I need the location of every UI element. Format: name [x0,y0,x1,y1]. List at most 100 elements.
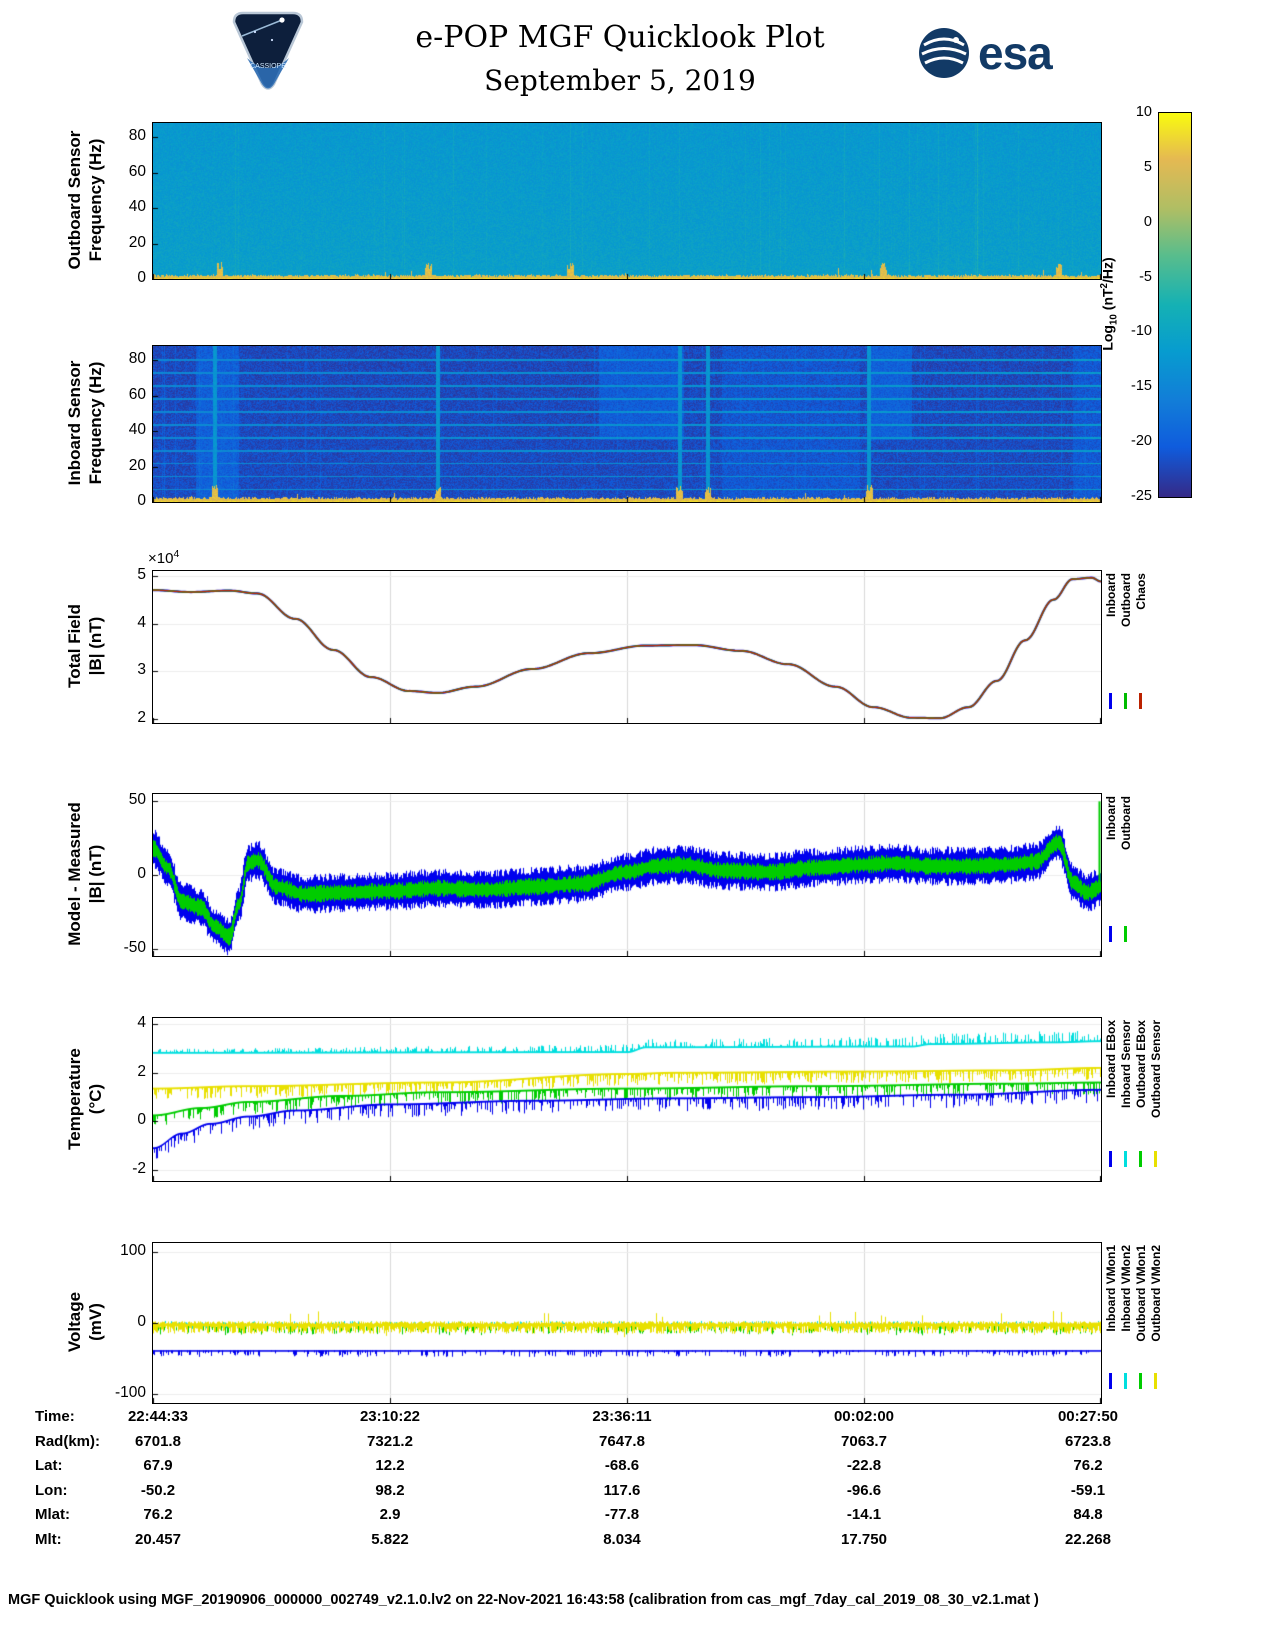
legend-label: Outboard VMon1 [1134,1245,1148,1342]
y-tick-label: 20 [98,457,146,475]
table-cell: 84.8 [1023,1506,1153,1523]
table-cell: 67.9 [93,1457,223,1474]
footer-note: MGF Quicklook using MGF_20190906_000000_… [8,1592,1270,1608]
table-row-label: Time: [35,1408,75,1425]
table-cell: 22.268 [1023,1531,1153,1548]
y-tick-label: 80 [98,350,146,368]
y-tick-label: 2 [98,1063,146,1081]
total-field-panel [152,570,1102,724]
table-row-label: Mlt: [35,1531,62,1548]
legend-swatch [1109,926,1112,942]
y-axis-label-line: Outboard Sensor [64,100,85,300]
colorbar-tick-label: -5 [1114,269,1152,285]
y-tick-label: 20 [98,234,146,252]
colorbar-label-part: 2 [1099,283,1110,288]
legend-swatch [1124,926,1127,942]
colorbar-tick-label: 10 [1114,104,1152,120]
legend-entry: Inboard EBox [1104,1020,1117,1167]
colorbar-tick-label: 5 [1114,159,1152,175]
voltage-panel [152,1242,1102,1404]
y-tick-label: 0 [98,1313,146,1331]
legend-entry: Inboard VMon1 [1104,1245,1117,1389]
table-cell: 6701.8 [93,1433,223,1450]
legend-entry: Outboard VMon2 [1149,1245,1162,1389]
legend-label: Inboard VMon1 [1104,1245,1118,1332]
colorbar-tick-label: -15 [1114,378,1152,394]
table-cell: 00:02:00 [799,1408,929,1425]
table-cell: -77.8 [557,1506,687,1523]
legend-label: Inboard VMon2 [1119,1245,1133,1332]
y-tick-label: 60 [98,386,146,404]
table-cell: 7063.7 [799,1433,929,1450]
inboard-spectrogram-panel [152,345,1102,503]
y-tick-label: 40 [98,421,146,439]
y-tick-label: 0 [98,492,146,510]
legend-swatch [1139,693,1142,709]
legend-total-field: Inboard Outboard Chaos [1104,573,1147,709]
legend-label: Inboard Sensor [1119,1020,1133,1108]
table-cell: 12.2 [325,1457,455,1474]
legend-label: Outboard VMon2 [1149,1245,1163,1342]
legend-entry: Inboard VMon2 [1119,1245,1132,1389]
legend-temperature: Inboard EBox Inboard Sensor Outboard EBox O… [1104,1020,1162,1167]
model-measured-canvas [153,794,1101,956]
page-title: e-POP MGF Quicklook Plot [0,20,1240,55]
table-cell: 7647.8 [557,1433,687,1450]
table-cell: -14.1 [799,1506,929,1523]
table-cell: 98.2 [325,1482,455,1499]
table-cell: 23:10:22 [325,1408,455,1425]
total-field-axis-multiplier: ×104 [148,548,179,567]
legend-entry: Chaos [1134,573,1147,709]
y-tick-label: -50 [98,939,146,957]
legend-swatch [1109,693,1112,709]
table-row-label: Lat: [35,1457,63,1474]
table-row-label: Rad(km): [35,1433,100,1450]
multiplier-base: ×10 [148,550,173,567]
esa-globe-icon [918,27,970,79]
y-tick-label: 60 [98,163,146,181]
table-row-label: Mlat: [35,1506,70,1523]
table-cell: 00:27:50 [1023,1408,1153,1425]
y-tick-label: 0 [98,1111,146,1129]
legend-entry: Outboard [1119,796,1132,942]
table-cell: 22:44:33 [93,1408,223,1425]
table-cell: 23:36:11 [557,1408,687,1425]
table-cell: 6723.8 [1023,1433,1153,1450]
table-cell: -59.1 [1023,1482,1153,1499]
legend-voltage: Inboard VMon1 Inboard VMon2 Outboard VMon1… [1104,1245,1162,1389]
y-tick-label: 100 [98,1242,146,1260]
legend-label: Outboard EBox [1134,1020,1148,1108]
y-axis-label-line: Inboard Sensor [64,323,85,523]
page-date: September 5, 2019 [0,64,1240,97]
legend-swatch [1109,1151,1112,1167]
y-tick-label: 0 [98,269,146,287]
table-cell: 117.6 [557,1482,687,1499]
legend-label: Outboard [1119,796,1133,850]
y-tick-label: 4 [98,1014,146,1032]
legend-entry: Inboard Sensor [1119,1020,1132,1167]
esa-logo: esa [918,26,1052,80]
y-tick-label: 4 [98,614,146,632]
colorbar-label-part: (nT [1100,288,1116,314]
total-field-canvas [153,571,1101,723]
outboard-spectrogram-panel [152,122,1102,280]
legend-swatch [1139,1373,1142,1389]
legend-entry: Outboard EBox [1134,1020,1147,1167]
y-tick-label: 50 [98,791,146,809]
table-cell: 20.457 [93,1531,223,1548]
legend-model-measured: Inboard Outboard [1104,796,1132,942]
table-cell: -22.8 [799,1457,929,1474]
colorbar-tick-label: 0 [1114,214,1152,230]
table-cell: -96.6 [799,1482,929,1499]
table-cell: 76.2 [93,1506,223,1523]
table-cell: 17.750 [799,1531,929,1548]
legend-swatch [1124,1373,1127,1389]
legend-entry: Inboard [1104,796,1117,942]
model-measured-panel [152,793,1102,957]
y-tick-label: -2 [98,1160,146,1178]
multiplier-exponent: 4 [173,548,179,560]
y-tick-label: 40 [98,198,146,216]
inboard-spectrogram-canvas [153,346,1101,502]
table-cell: 2.9 [325,1506,455,1523]
legend-entry: Outboard VMon1 [1134,1245,1147,1389]
